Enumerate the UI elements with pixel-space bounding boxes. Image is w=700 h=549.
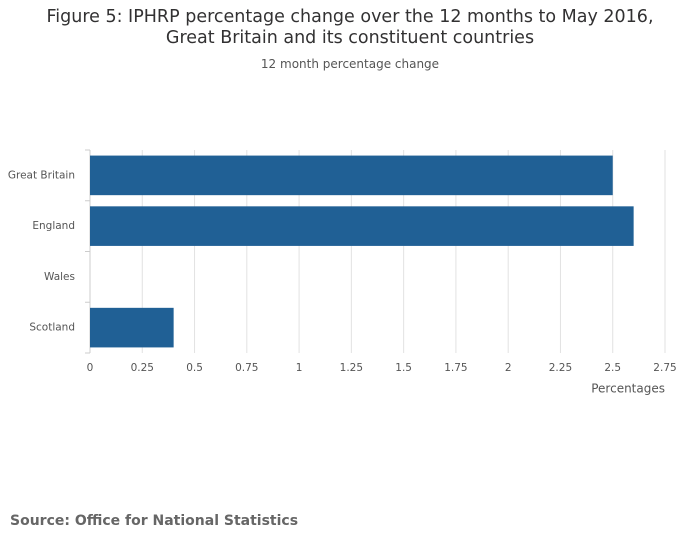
y-tick-label: Wales [44, 271, 75, 283]
y-tick-label: England [32, 220, 75, 232]
chart-subtitle: 12 month percentage change [260, 57, 440, 71]
x-tick-label: 2 [505, 362, 512, 374]
x-tick-label: 1.5 [395, 362, 412, 374]
x-tick-label: 1.25 [340, 362, 363, 374]
bar [90, 206, 634, 246]
bar [90, 155, 613, 196]
x-tick-label: 1.75 [444, 362, 467, 374]
x-tick-label: 0.25 [131, 362, 154, 374]
x-tick-label: 0.5 [186, 362, 203, 374]
y-tick-label: Great Britain [8, 169, 75, 181]
chart-title: Figure 5: IPHRP percentage change over t… [46, 7, 654, 48]
x-tick-label: 2.25 [549, 362, 572, 374]
x-tick-label: 0.75 [235, 362, 258, 374]
x-tick-label: 2.75 [653, 362, 676, 374]
x-tick-label: 0 [87, 362, 94, 374]
y-tick-label: Scotland [29, 322, 75, 334]
x-axis-label: Percentages [591, 382, 665, 396]
bar [90, 307, 174, 348]
x-tick-label: 1 [296, 362, 303, 374]
x-tick-label: 2.5 [604, 362, 621, 374]
source-note: Source: Office for National Statistics [10, 513, 299, 529]
